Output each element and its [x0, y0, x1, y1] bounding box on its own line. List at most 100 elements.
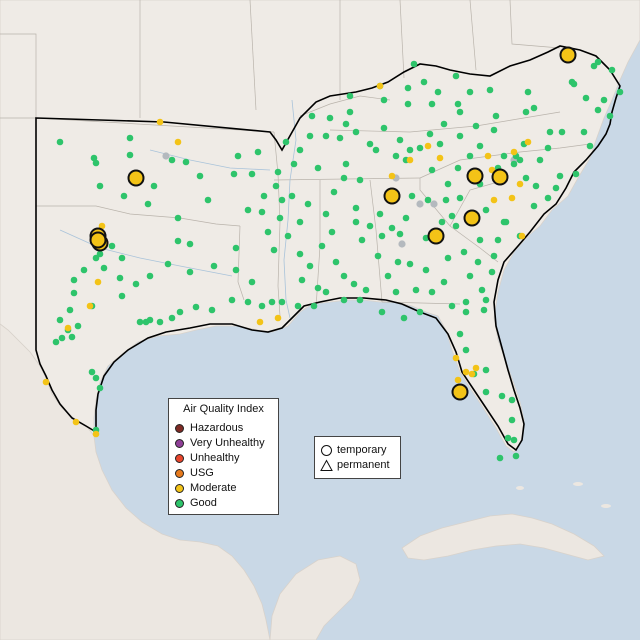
good-monitor-marker[interactable] — [322, 210, 330, 218]
good-monitor-marker[interactable] — [352, 218, 360, 226]
good-monitor-marker[interactable] — [508, 416, 516, 424]
good-monitor-marker[interactable] — [466, 88, 474, 96]
good-monitor-marker[interactable] — [146, 272, 154, 280]
good-monitor-marker[interactable] — [234, 152, 242, 160]
good-monitor-marker[interactable] — [452, 72, 460, 80]
good-monitor-marker[interactable] — [176, 308, 184, 316]
good-monitor-marker[interactable] — [512, 452, 520, 460]
good-monitor-marker[interactable] — [342, 160, 350, 168]
good-monitor-marker[interactable] — [428, 100, 436, 108]
no-data-monitor-marker[interactable] — [162, 152, 170, 160]
good-monitor-marker[interactable] — [376, 210, 384, 218]
good-monitor-marker[interactable] — [492, 112, 500, 120]
good-monitor-marker[interactable] — [498, 392, 506, 400]
good-monitor-marker[interactable] — [352, 128, 360, 136]
good-monitor-marker[interactable] — [472, 122, 480, 130]
good-monitor-marker[interactable] — [416, 308, 424, 316]
good-monitor-marker[interactable] — [448, 212, 456, 220]
good-monitor-marker[interactable] — [428, 288, 436, 296]
good-monitor-marker[interactable] — [120, 192, 128, 200]
good-monitor-marker[interactable] — [278, 196, 286, 204]
good-monitor-marker[interactable] — [420, 78, 428, 86]
good-monitor-marker[interactable] — [388, 224, 396, 232]
good-monitor-marker[interactable] — [274, 168, 282, 176]
good-monitor-marker[interactable] — [410, 60, 418, 68]
no-data-monitor-marker[interactable] — [398, 240, 406, 248]
good-monitor-marker[interactable] — [136, 318, 144, 326]
good-monitor-marker[interactable] — [394, 258, 402, 266]
good-monitor-marker[interactable] — [298, 276, 306, 284]
good-monitor-marker[interactable] — [306, 262, 314, 270]
good-monitor-marker[interactable] — [466, 152, 474, 160]
good-monitor-marker[interactable] — [228, 296, 236, 304]
good-monitor-marker[interactable] — [284, 232, 292, 240]
good-monitor-marker[interactable] — [92, 254, 100, 262]
good-monitor-marker[interactable] — [116, 274, 124, 282]
good-monitor-marker[interactable] — [272, 182, 280, 190]
good-monitor-marker[interactable] — [568, 78, 576, 86]
good-monitor-marker[interactable] — [164, 260, 172, 268]
good-monitor-marker[interactable] — [278, 298, 286, 306]
good-monitor-marker[interactable] — [436, 140, 444, 148]
good-monitor-marker[interactable] — [52, 338, 60, 346]
good-monitor-marker[interactable] — [474, 258, 482, 266]
good-monitor-marker[interactable] — [322, 132, 330, 140]
good-monitor-marker[interactable] — [314, 164, 322, 172]
good-monitor-marker[interactable] — [462, 346, 470, 354]
good-monitor-marker[interactable] — [552, 184, 560, 192]
good-monitor-marker[interactable] — [494, 236, 502, 244]
good-monitor-marker[interactable] — [378, 232, 386, 240]
good-monitor-marker[interactable] — [544, 144, 552, 152]
good-monitor-marker[interactable] — [96, 384, 104, 392]
good-monitor-marker[interactable] — [456, 132, 464, 140]
good-monitor-marker[interactable] — [454, 100, 462, 108]
good-monitor-marker[interactable] — [132, 280, 140, 288]
moderate-monitor-marker[interactable] — [174, 138, 182, 146]
no-data-monitor-marker[interactable] — [430, 200, 438, 208]
good-monitor-marker[interactable] — [208, 306, 216, 314]
good-monitor-marker[interactable] — [156, 318, 164, 326]
good-monitor-marker[interactable] — [304, 200, 312, 208]
good-monitor-marker[interactable] — [230, 170, 238, 178]
good-monitor-marker[interactable] — [168, 314, 176, 322]
good-monitor-marker[interactable] — [340, 174, 348, 182]
good-monitor-marker[interactable] — [322, 288, 330, 296]
moderate-temporary-monitor-marker[interactable] — [463, 209, 481, 227]
moderate-monitor-marker[interactable] — [424, 142, 432, 150]
good-monitor-marker[interactable] — [358, 236, 366, 244]
good-monitor-marker[interactable] — [126, 134, 134, 142]
good-monitor-marker[interactable] — [326, 114, 334, 122]
good-monitor-marker[interactable] — [510, 160, 518, 168]
good-monitor-marker[interactable] — [488, 268, 496, 276]
moderate-monitor-marker[interactable] — [72, 418, 80, 426]
good-monitor-marker[interactable] — [438, 218, 446, 226]
good-monitor-marker[interactable] — [210, 262, 218, 270]
good-monitor-marker[interactable] — [290, 160, 298, 168]
good-monitor-marker[interactable] — [496, 454, 504, 462]
good-monitor-marker[interactable] — [600, 96, 608, 104]
good-monitor-marker[interactable] — [572, 170, 580, 178]
good-monitor-marker[interactable] — [434, 88, 442, 96]
good-monitor-marker[interactable] — [96, 250, 104, 258]
good-monitor-marker[interactable] — [478, 286, 486, 294]
good-monitor-marker[interactable] — [70, 289, 78, 297]
good-monitor-marker[interactable] — [268, 298, 276, 306]
good-monitor-marker[interactable] — [342, 120, 350, 128]
good-monitor-marker[interactable] — [476, 142, 484, 150]
good-monitor-marker[interactable] — [504, 434, 512, 442]
good-monitor-marker[interactable] — [502, 218, 510, 226]
good-monitor-marker[interactable] — [260, 192, 268, 200]
good-monitor-marker[interactable] — [340, 296, 348, 304]
good-monitor-marker[interactable] — [296, 250, 304, 258]
good-monitor-marker[interactable] — [590, 62, 598, 70]
good-monitor-marker[interactable] — [516, 156, 524, 164]
good-monitor-marker[interactable] — [352, 204, 360, 212]
good-monitor-marker[interactable] — [490, 252, 498, 260]
good-monitor-marker[interactable] — [346, 92, 354, 100]
good-monitor-marker[interactable] — [452, 222, 460, 230]
good-monitor-marker[interactable] — [406, 260, 414, 268]
moderate-monitor-marker[interactable] — [98, 222, 106, 230]
good-monitor-marker[interactable] — [254, 148, 262, 156]
moderate-temporary-monitor-marker[interactable] — [383, 187, 401, 205]
good-monitor-marker[interactable] — [336, 134, 344, 142]
